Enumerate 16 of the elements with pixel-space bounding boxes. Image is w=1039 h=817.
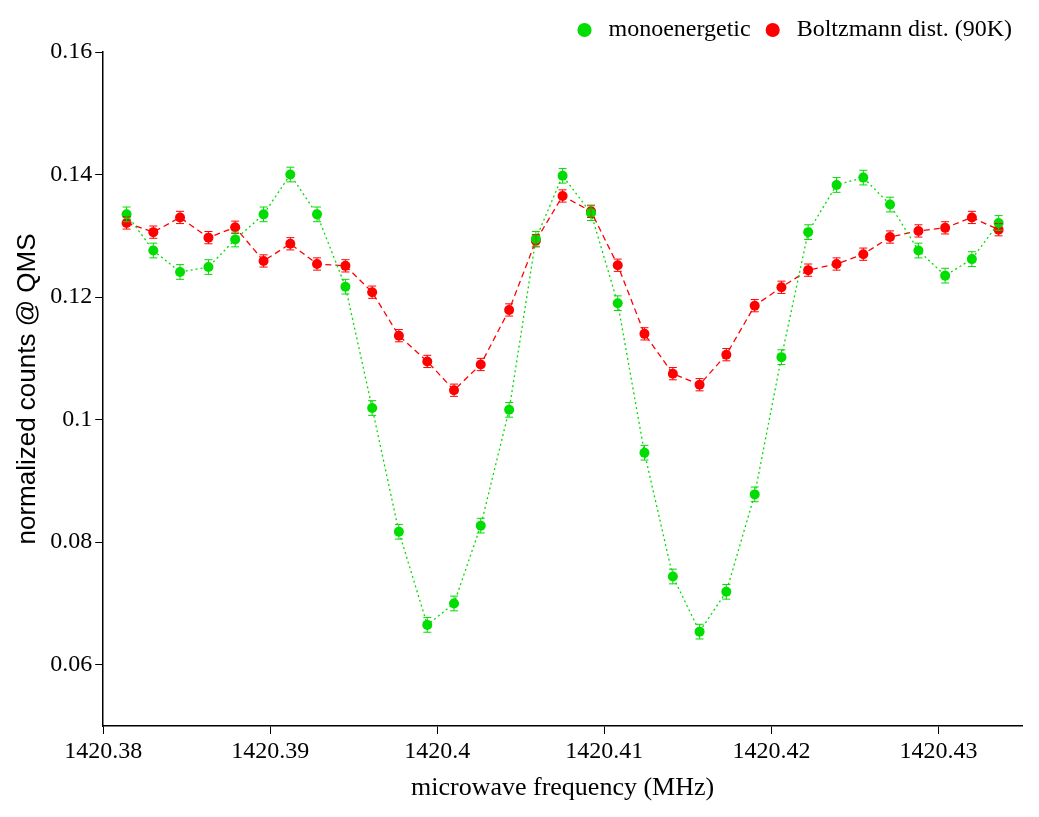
y-tick-label: 0.08 [50,527,93,554]
x-tick-label: 1420.41 [565,736,644,763]
y-tick-label: 0.1 [62,404,93,431]
legend-label: Boltzmann dist. (90K) [796,15,1012,42]
x-tick-label: 1420.43 [899,736,978,763]
y-tick-label: 0.06 [50,650,93,677]
x-axis-title: microwave frequency (MHz) [411,772,715,802]
x-tick-label: 1420.4 [404,736,471,763]
y-tick-label: 0.16 [50,37,93,64]
x-tick-label: 1420.42 [732,736,811,763]
legend-label: monoenergetic [608,15,751,42]
x-tick-label: 1420.39 [231,736,310,763]
y-axis-title: normalized counts @ QMS [10,233,41,545]
x-tick-label: 1420.38 [64,736,143,763]
y-tick-label: 0.12 [50,282,93,309]
y-tick-label: 0.14 [50,159,93,186]
